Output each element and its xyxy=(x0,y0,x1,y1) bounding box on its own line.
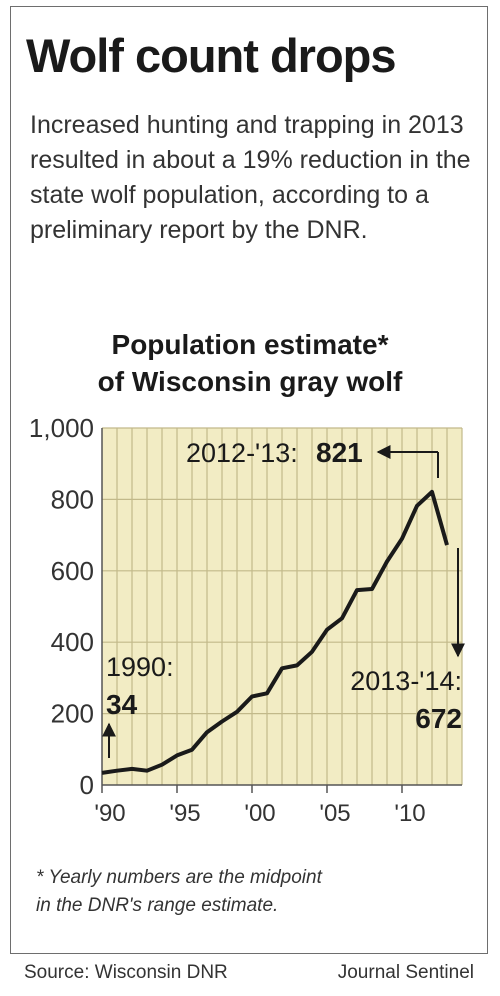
chart-title-line2: of Wisconsin gray wolf xyxy=(97,366,403,397)
credit: Journal Sentinel xyxy=(337,962,474,983)
annotation-2013-label: 2013-'14: xyxy=(350,666,462,696)
y-tick-label: 0 xyxy=(80,770,94,800)
x-tick-label: '00 xyxy=(244,800,275,827)
graphic-frame xyxy=(10,6,488,954)
annotation-1990-value: 34 xyxy=(106,689,138,720)
annotation-2012-label: 2012-'13: xyxy=(186,438,298,468)
x-tick-label: '05 xyxy=(319,800,350,827)
line-chart: 0 200 400 600 800 1,000 '90 '95 '00 '05 '10 1990:… xyxy=(29,413,465,827)
x-grid xyxy=(116,428,463,785)
headline: Wolf count drops xyxy=(26,29,397,82)
y-tick-label: 200 xyxy=(51,699,94,729)
footnote-line1: * Yearly numbers are the midpoint xyxy=(36,867,322,888)
footnote: * Yearly numbers are the midpoint in the… xyxy=(36,864,322,920)
annotation-2012-value: 821 xyxy=(316,437,363,468)
x-tick-label: '10 xyxy=(394,800,425,827)
source: Source: Wisconsin DNR xyxy=(24,962,228,983)
y-tick-label: 400 xyxy=(51,627,94,657)
y-axis: 0 200 400 600 800 1,000 xyxy=(29,413,103,800)
footnote-line2: in the DNR's range estimate. xyxy=(36,895,279,916)
y-tick-label: 800 xyxy=(51,484,94,514)
chart-title-line1: Population estimate* xyxy=(111,329,389,360)
annotation-2013-value: 672 xyxy=(415,703,462,734)
description: Increased hunting and trapping in 2013 r… xyxy=(30,111,471,244)
y-tick-label: 600 xyxy=(51,556,94,586)
x-axis: '90 '95 '00 '05 '10 xyxy=(94,784,462,827)
y-tick-label: 1,000 xyxy=(29,413,94,443)
x-tick-label: '90 xyxy=(94,800,125,827)
chart-title: Population estimate* of Wisconsin gray w… xyxy=(0,326,500,400)
annotation-1990-label: 1990: xyxy=(106,652,174,682)
x-tick-label: '95 xyxy=(169,800,200,827)
series-line xyxy=(101,489,449,775)
y-grid xyxy=(102,427,462,715)
